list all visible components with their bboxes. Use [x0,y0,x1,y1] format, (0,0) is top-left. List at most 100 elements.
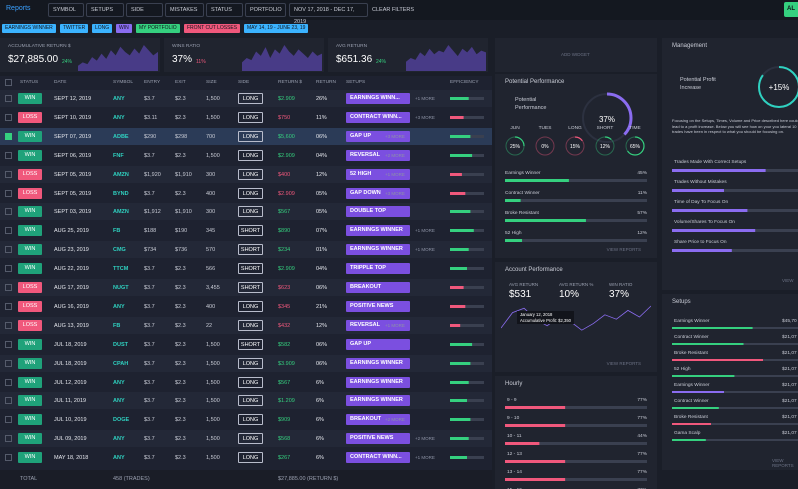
more-link[interactable]: +3 MORE [415,114,435,120]
checkbox[interactable] [5,208,12,216]
filter-tag[interactable]: WIN [116,24,132,33]
more-link[interactable]: +1 MORE [415,247,435,253]
filter-tag[interactable]: MAY 14, 19 - JUNE 23, 19 [244,24,309,33]
more-link[interactable]: +1 MORE [385,171,405,177]
circle-value: 0% [541,144,549,150]
checkbox[interactable] [5,189,12,197]
checkbox[interactable] [5,170,12,178]
status-badge: WIN [18,414,42,426]
checkbox[interactable] [5,454,12,462]
exit: $2.3 [175,417,186,424]
chart [406,45,486,71]
more-link[interactable]: +3 MORE [385,190,405,196]
symbol: CPAH [113,360,129,367]
view-link[interactable]: VIEW REPORTS [606,361,641,366]
setup-value: $45,70 [782,319,797,324]
more-link[interactable]: +1 MORE [415,455,435,461]
return-percent: 04% [316,152,328,159]
checkbox[interactable] [5,227,12,235]
checkbox[interactable] [5,435,12,443]
filter-tag[interactable]: TWITTER [60,24,89,33]
entry: $3.7 [144,152,155,159]
filter-tag[interactable]: MY PORTFOLIO [136,24,180,33]
more-link[interactable]: +2 MORE [415,436,435,442]
checkbox[interactable] [5,340,12,348]
return-amount: $582 [278,341,291,348]
checkbox[interactable] [5,95,12,102]
filter-dropdown[interactable]: MISTAKES [165,3,204,17]
return-amount: $432 [278,322,291,329]
view-link[interactable]: VIEW [782,278,794,283]
add-widget-panel[interactable]: ADD WIDGET [495,38,657,72]
filter-dropdown[interactable]: SIDE [126,3,163,17]
filter-tag[interactable]: FRONT CUT LOSSES [184,24,241,33]
filter-tag[interactable]: LONG [92,24,113,33]
checkbox[interactable] [5,378,12,386]
more-link[interactable]: +2 MORE [385,152,405,158]
checkbox[interactable] [5,132,12,140]
bar-track [672,391,798,393]
efficiency-track [450,323,484,327]
bar-value: 11% [637,191,647,196]
panel-title: Management [672,43,708,49]
add-widget[interactable]: ADD WIDGET [561,52,590,57]
user-button[interactable]: AL [784,2,798,17]
return-amount: $345 [278,303,291,310]
chart [672,407,798,409]
date: SEPT 07, 2019 [54,133,92,140]
bar [505,179,569,182]
checkbox[interactable] [5,397,12,405]
checkbox[interactable] [5,246,12,254]
date: AUG 25, 2019 [54,228,89,235]
more-link[interactable]: +1 MORE [415,96,435,101]
filter-dropdown[interactable]: STATUS [206,3,243,17]
bar-track [505,424,647,427]
more-link[interactable]: +2 MORE [385,417,405,423]
side-badge: LONG [238,433,263,445]
bar-track [672,423,798,425]
total-row[interactable] [0,470,492,489]
checkbox[interactable] [5,151,12,159]
circle-label: JUN [510,126,520,131]
chart [450,267,484,271]
setup-badge: EARNINGS WINNER [346,357,410,369]
checkbox[interactable] [5,284,12,291]
column-header: ENTRY [144,80,161,85]
chart [450,248,484,252]
size: 1,500 [206,455,220,462]
clear-filters[interactable]: CLEAR FILTERS [372,7,415,13]
bar-label: Trades Without Mistakes [674,180,727,185]
filter-dropdown[interactable]: NOV 17, 2018 - DEC 17, 2019 [289,3,368,25]
more-link[interactable]: +1 MORE [415,228,435,234]
chart [450,456,484,460]
setup-label: Broke Resistant [674,415,708,420]
exit: $2.3 [175,266,186,273]
filter-dropdown[interactable]: SETUPS [86,3,124,17]
exit: $2.3 [175,152,186,159]
setup-badge: POSITIVE NEWS [346,433,410,445]
return-percent: 01% [316,247,328,254]
chart [672,423,798,425]
view-link[interactable]: VIEW REPORTS [606,247,641,252]
more-link[interactable]: +1 MORE [385,322,405,328]
status-badge: WIN [18,433,42,445]
chart [672,327,798,329]
side-badge: SHORT [238,263,263,275]
view-link[interactable]: VIEW REPORTS [772,458,794,468]
checkbox[interactable] [5,79,12,86]
checkbox[interactable] [5,416,12,424]
checkbox[interactable] [5,265,12,273]
filter-dropdown[interactable]: SYMBOL [48,3,84,17]
side-badge: LONG [238,206,263,218]
checkbox[interactable] [5,113,12,121]
status-badge: WIN [18,130,42,142]
potential-panel: Potential Performance Potential Performan… [495,74,657,258]
size: 22 [206,322,213,329]
more-link[interactable]: +3 MORE [385,133,405,139]
checkbox[interactable] [5,359,12,367]
filter-dropdown[interactable]: PORTFOLIO [245,3,286,17]
filter-tag[interactable]: EARNINGS WINNER [2,24,56,33]
checkbox[interactable] [5,302,12,310]
checkbox[interactable] [5,321,12,329]
chart [505,478,647,481]
